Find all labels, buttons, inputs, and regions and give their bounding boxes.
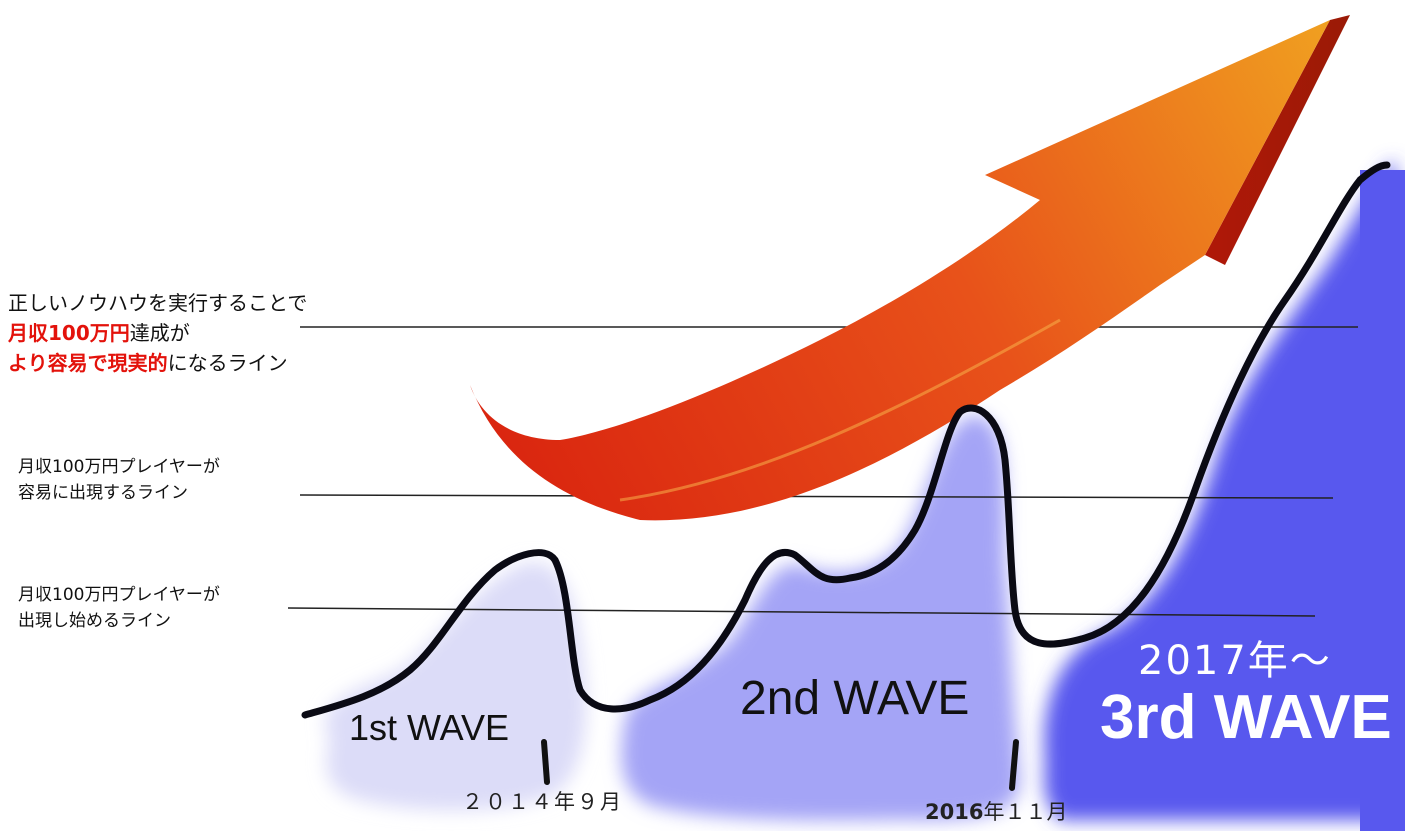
label-middle-threshold: 月収100万円プレイヤーが 容易に出現するライン (18, 454, 220, 506)
wave-3-label: 3rd WAVE (1100, 683, 1392, 752)
wave-1-area (325, 562, 586, 811)
date-label-2016-rest: 年１１月 (983, 800, 1068, 824)
label-lower-threshold: 月収100万円プレイヤーが 出現し始めるライン (18, 582, 220, 634)
label-top-threshold: 正しいノウハウを実行することで 月収100万円達成が より容易で現実的になるライ… (8, 288, 307, 378)
wave-2-label: 2nd WAVE (740, 672, 970, 725)
label-middle-line2: 容易に出現するライン (18, 483, 188, 503)
wave-1-label: 1st WAVE (349, 707, 510, 748)
label-top-line3-rest: になるライン (167, 351, 288, 375)
wave-curve (301, 161, 1391, 719)
wave-3-area (1044, 160, 1400, 820)
date-label-2014: ２０１４年９月 (462, 790, 623, 814)
label-lower-line1: 月収100万円プレイヤーが (18, 585, 220, 605)
wave-3-year-label: 2017年～ (1138, 638, 1332, 684)
arrow-highlight (619, 318, 1061, 502)
rising-arrow (470, 20, 1330, 521)
label-top-line3: より容易で現実的になるライン (8, 348, 307, 378)
label-top-line2-highlight: 月収100万円 (8, 321, 130, 345)
label-top-line1: 正しいノウハウを実行することで (8, 291, 308, 315)
label-middle-line1: 月収100万円プレイヤーが (18, 457, 220, 477)
label-top-line2-rest: 達成が (129, 321, 190, 345)
label-lower-line2: 出現し始めるライン (18, 611, 171, 631)
tick-2014 (541, 739, 550, 785)
wave-3-area-edge (1360, 170, 1405, 831)
line-middle-threshold (299, 494, 1334, 499)
arrow-side-shade (1205, 15, 1350, 265)
date-label-2016: 2016年１１月 (925, 796, 1067, 826)
tick-2016 (1009, 739, 1019, 791)
label-top-line2: 月収100万円達成が (8, 318, 307, 348)
label-top-line3-highlight: より容易で現実的 (8, 351, 168, 375)
date-label-2016-year: 2016 (925, 800, 984, 824)
